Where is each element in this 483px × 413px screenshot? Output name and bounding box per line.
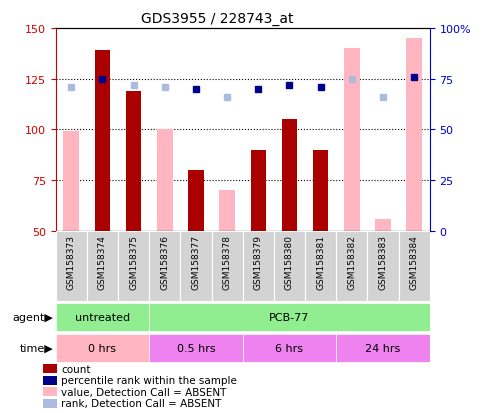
Bar <box>398 231 430 301</box>
Bar <box>149 334 242 362</box>
Bar <box>188 171 204 231</box>
Bar <box>336 334 430 362</box>
Text: agent▶: agent▶ <box>12 312 53 322</box>
Bar <box>219 191 235 231</box>
Bar <box>149 303 430 331</box>
Bar <box>63 132 79 231</box>
Text: GSM158377: GSM158377 <box>191 235 200 290</box>
Bar <box>43 376 57 385</box>
Bar <box>251 150 266 231</box>
Bar <box>56 303 149 331</box>
Text: 0.5 hrs: 0.5 hrs <box>177 343 215 353</box>
Bar <box>313 150 328 231</box>
Text: 0 hrs: 0 hrs <box>88 343 116 353</box>
Text: GDS3955 / 228743_at: GDS3955 / 228743_at <box>141 12 294 26</box>
Bar <box>344 49 360 231</box>
Bar <box>56 231 87 301</box>
Bar <box>43 387 57 396</box>
Bar <box>336 231 368 301</box>
Text: count: count <box>61 364 91 374</box>
Bar <box>282 120 298 231</box>
Text: GSM158380: GSM158380 <box>285 235 294 290</box>
Text: GSM158384: GSM158384 <box>410 235 419 290</box>
Text: GSM158382: GSM158382 <box>347 235 356 290</box>
Text: GSM158379: GSM158379 <box>254 235 263 290</box>
Text: GSM158373: GSM158373 <box>67 235 76 290</box>
Text: GSM158378: GSM158378 <box>223 235 232 290</box>
Text: rank, Detection Call = ABSENT: rank, Detection Call = ABSENT <box>61 398 222 408</box>
Bar <box>274 231 305 301</box>
Bar <box>43 399 57 408</box>
Bar <box>56 334 149 362</box>
Bar <box>87 231 118 301</box>
Text: value, Detection Call = ABSENT: value, Detection Call = ABSENT <box>61 387 227 396</box>
Text: time▶: time▶ <box>19 343 53 353</box>
Bar <box>375 219 391 231</box>
Text: 6 hrs: 6 hrs <box>275 343 303 353</box>
Bar <box>180 231 212 301</box>
Text: GSM158376: GSM158376 <box>160 235 169 290</box>
Bar <box>212 231 242 301</box>
Bar <box>407 39 422 231</box>
Bar <box>305 231 336 301</box>
Text: GSM158381: GSM158381 <box>316 235 325 290</box>
Bar <box>126 92 142 231</box>
Text: untreated: untreated <box>75 312 130 322</box>
Bar <box>368 231 398 301</box>
Text: percentile rank within the sample: percentile rank within the sample <box>61 375 237 385</box>
Bar <box>242 231 274 301</box>
Text: 24 hrs: 24 hrs <box>366 343 401 353</box>
Text: GSM158374: GSM158374 <box>98 235 107 290</box>
Bar <box>157 130 172 231</box>
Text: PCB-77: PCB-77 <box>270 312 310 322</box>
Text: GSM158383: GSM158383 <box>379 235 387 290</box>
Bar <box>43 364 57 373</box>
Bar <box>118 231 149 301</box>
Bar <box>242 334 336 362</box>
Bar <box>149 231 180 301</box>
Bar <box>95 51 110 231</box>
Text: GSM158375: GSM158375 <box>129 235 138 290</box>
